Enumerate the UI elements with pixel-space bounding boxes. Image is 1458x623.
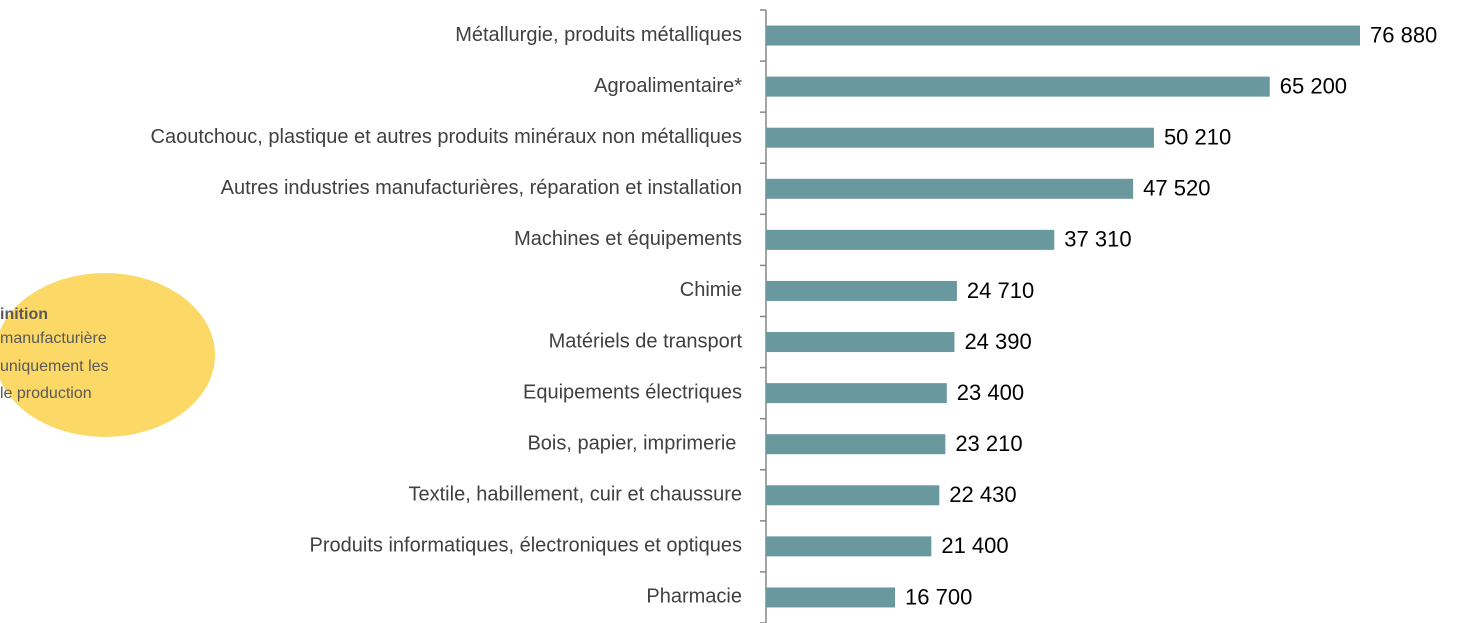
category-label: Equipements électriques <box>523 381 742 403</box>
note-text: uniquement les <box>0 358 109 375</box>
value-label: 76 880 <box>1370 22 1437 47</box>
category-label: Agroalimentaire* <box>594 75 742 97</box>
bar <box>766 76 1270 97</box>
category-label: Matériels de transport <box>549 330 743 352</box>
category-label: Textile, habillement, cuir et chaussure <box>409 484 743 506</box>
category-label: Produits informatiques, électroniques et… <box>310 535 742 557</box>
bar <box>766 178 1134 199</box>
category-label: Caoutchouc, plastique et autres produits… <box>151 126 742 148</box>
bar <box>766 229 1055 250</box>
category-label: Chimie <box>680 279 742 301</box>
note-text: le production <box>0 385 92 402</box>
bar <box>766 25 1360 46</box>
bar <box>766 280 957 301</box>
note-text: inition <box>0 306 48 323</box>
note-bubble <box>0 273 215 437</box>
value-label: 22 430 <box>949 482 1016 507</box>
value-label: 16 700 <box>905 584 972 609</box>
value-label: 47 520 <box>1143 176 1210 201</box>
bar <box>766 332 955 353</box>
value-label: 24 390 <box>964 329 1031 354</box>
value-label: 50 210 <box>1164 125 1231 150</box>
value-label: 37 310 <box>1064 227 1131 252</box>
category-label: Autres industries manufacturières, répar… <box>221 177 742 199</box>
bar <box>766 536 932 557</box>
bar <box>766 485 940 506</box>
value-label: 24 710 <box>967 278 1034 303</box>
bar <box>766 587 896 608</box>
category-label: Machines et équipements <box>514 228 742 250</box>
value-label: 21 400 <box>941 533 1008 558</box>
value-label: 23 400 <box>957 380 1024 405</box>
value-label: 65 200 <box>1280 73 1347 98</box>
bar <box>766 434 946 455</box>
category-label: Bois, papier, imprimerie <box>527 432 742 454</box>
value-label: 23 210 <box>955 431 1022 456</box>
note-text: manufacturière <box>0 330 107 347</box>
category-label: Métallurgie, produits métalliques <box>455 24 742 46</box>
bar <box>766 127 1154 148</box>
bar <box>766 383 947 404</box>
category-label: Pharmacie <box>646 586 742 608</box>
